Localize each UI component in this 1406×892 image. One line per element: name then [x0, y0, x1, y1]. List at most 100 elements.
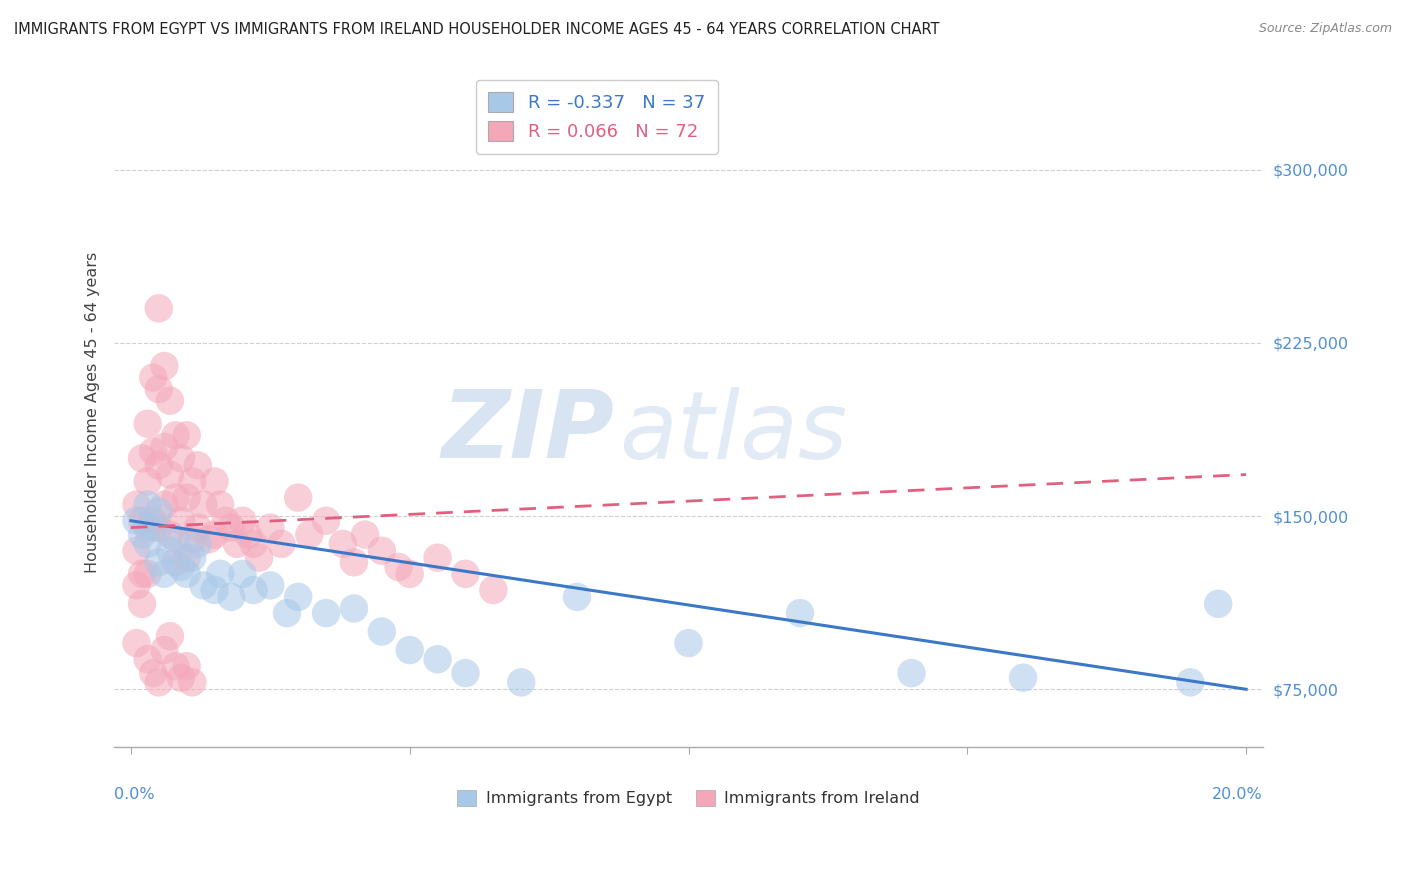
Point: [148, 301, 170, 316]
Point: [136, 417, 159, 431]
Point: [125, 578, 148, 592]
Point: [236, 527, 259, 541]
Point: [125, 543, 148, 558]
Point: [187, 458, 209, 473]
Point: [482, 582, 505, 597]
Point: [170, 514, 193, 528]
Point: [131, 514, 153, 528]
Point: [371, 624, 394, 639]
Point: [204, 527, 226, 541]
Point: [259, 578, 281, 592]
Point: [176, 550, 198, 565]
Point: [148, 521, 170, 535]
Point: [426, 550, 449, 565]
Point: [900, 666, 922, 681]
Point: [371, 543, 394, 558]
Point: [142, 370, 165, 384]
Point: [231, 566, 253, 581]
Point: [1012, 671, 1035, 685]
Point: [136, 652, 159, 666]
Point: [187, 537, 209, 551]
Point: [165, 428, 187, 442]
Point: [159, 527, 181, 541]
Point: [287, 491, 309, 505]
Point: [153, 566, 176, 581]
Point: [170, 671, 193, 685]
Point: [170, 451, 193, 466]
Text: IMMIGRANTS FROM EGYPT VS IMMIGRANTS FROM IRELAND HOUSEHOLDER INCOME AGES 45 - 64: IMMIGRANTS FROM EGYPT VS IMMIGRANTS FROM…: [14, 22, 939, 37]
Point: [148, 555, 170, 569]
Text: Source: ZipAtlas.com: Source: ZipAtlas.com: [1258, 22, 1392, 36]
Point: [276, 606, 298, 620]
Point: [259, 521, 281, 535]
Point: [159, 393, 181, 408]
Point: [231, 514, 253, 528]
Point: [153, 498, 176, 512]
Point: [247, 550, 270, 565]
Point: [187, 521, 209, 535]
Point: [181, 475, 204, 489]
Text: 20.0%: 20.0%: [1212, 787, 1263, 802]
Point: [242, 537, 264, 551]
Point: [426, 652, 449, 666]
Point: [148, 382, 170, 396]
Text: 0.0%: 0.0%: [114, 787, 155, 802]
Point: [148, 504, 170, 518]
Text: atlas: atlas: [620, 387, 848, 478]
Point: [176, 428, 198, 442]
Point: [136, 537, 159, 551]
Point: [142, 666, 165, 681]
Point: [1206, 597, 1229, 611]
Legend: Immigrants from Egypt, Immigrants from Ireland: Immigrants from Egypt, Immigrants from I…: [450, 784, 927, 813]
Point: [343, 555, 366, 569]
Point: [315, 514, 337, 528]
Point: [165, 555, 187, 569]
Y-axis label: Householder Income Ages 45 - 64 years: Householder Income Ages 45 - 64 years: [86, 252, 100, 573]
Point: [181, 675, 204, 690]
Point: [153, 359, 176, 373]
Point: [193, 578, 215, 592]
Point: [131, 597, 153, 611]
Point: [219, 590, 242, 604]
Text: ZIP: ZIP: [441, 386, 614, 478]
Point: [136, 498, 159, 512]
Point: [125, 514, 148, 528]
Point: [131, 451, 153, 466]
Point: [215, 514, 238, 528]
Point: [354, 527, 377, 541]
Point: [219, 521, 242, 535]
Point: [159, 543, 181, 558]
Point: [170, 560, 193, 574]
Point: [193, 498, 215, 512]
Point: [510, 675, 533, 690]
Point: [131, 566, 153, 581]
Point: [287, 590, 309, 604]
Point: [159, 467, 181, 482]
Point: [148, 458, 170, 473]
Point: [181, 550, 204, 565]
Point: [165, 659, 187, 673]
Point: [209, 566, 232, 581]
Point: [242, 582, 264, 597]
Point: [142, 514, 165, 528]
Point: [565, 590, 588, 604]
Point: [165, 491, 187, 505]
Point: [454, 666, 477, 681]
Point: [789, 606, 811, 620]
Point: [176, 491, 198, 505]
Point: [159, 629, 181, 643]
Point: [270, 537, 292, 551]
Point: [204, 475, 226, 489]
Point: [204, 582, 226, 597]
Point: [209, 498, 232, 512]
Point: [181, 532, 204, 546]
Point: [454, 566, 477, 581]
Point: [153, 440, 176, 454]
Point: [398, 643, 420, 657]
Point: [131, 527, 153, 541]
Point: [136, 475, 159, 489]
Point: [343, 601, 366, 615]
Point: [176, 659, 198, 673]
Point: [198, 532, 221, 546]
Point: [176, 566, 198, 581]
